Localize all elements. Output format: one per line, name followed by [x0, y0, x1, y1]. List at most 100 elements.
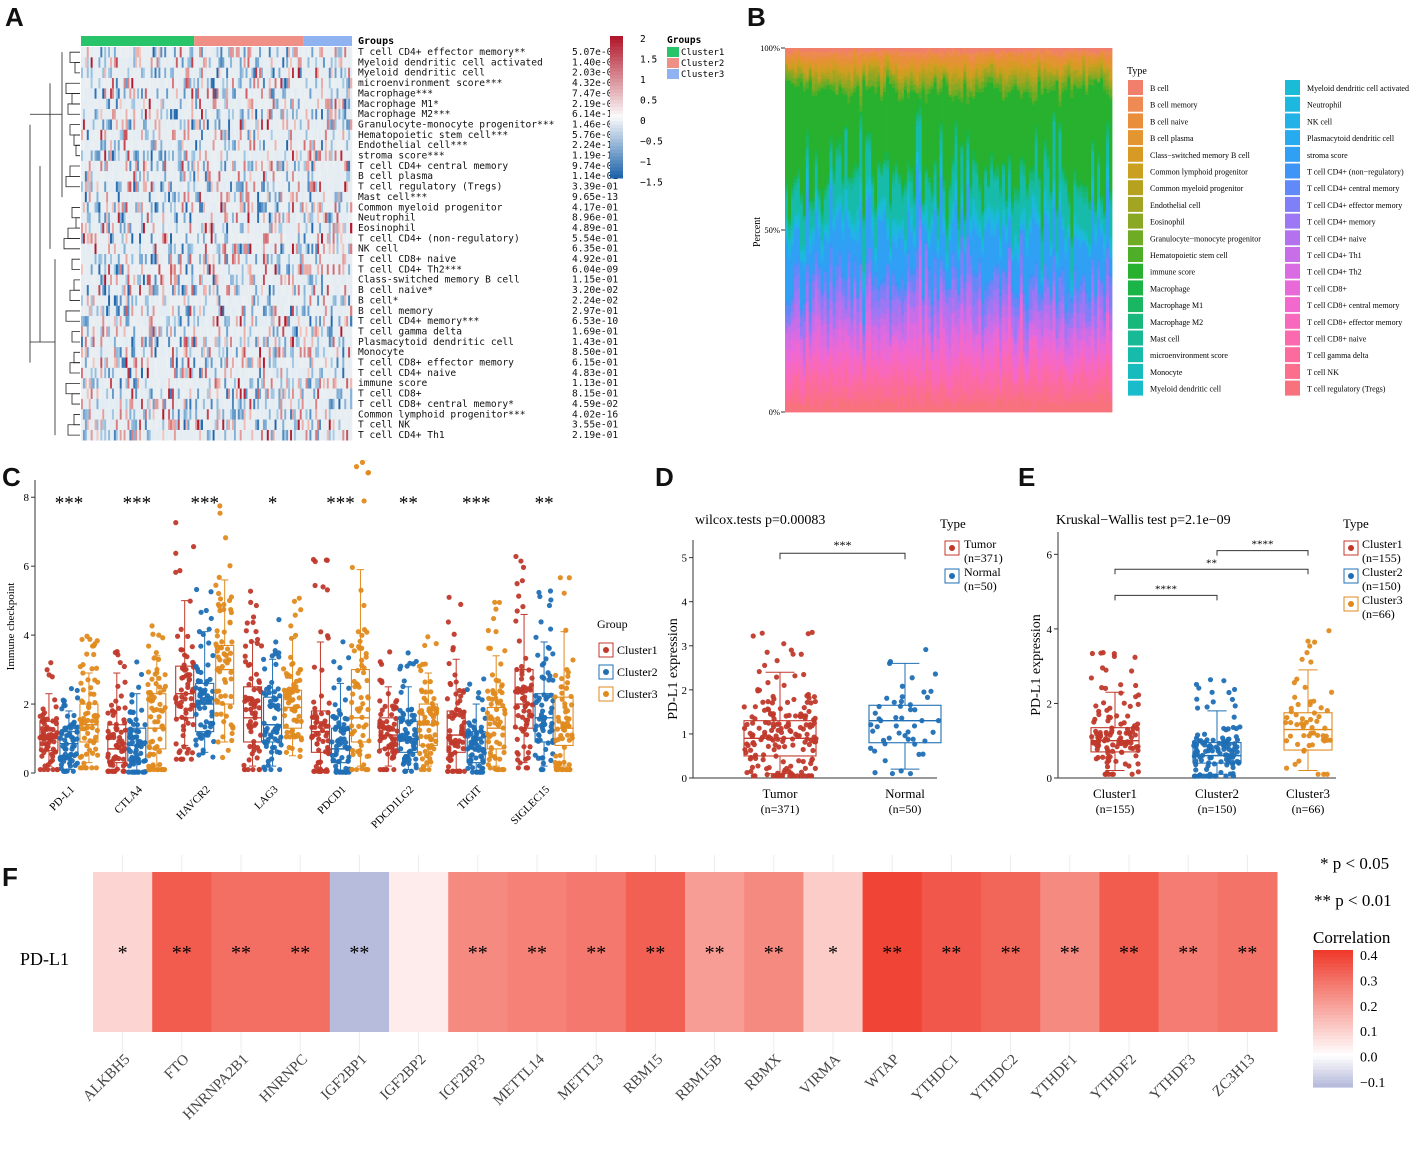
- heatmap-cell: [334, 305, 337, 317]
- heatmap-cell: [272, 316, 275, 327]
- heatmap-cell: [177, 47, 181, 58]
- heatmap-cell: [179, 316, 182, 327]
- heatmap-cell: [113, 367, 117, 379]
- heatmap-cell: [266, 254, 270, 265]
- heatmap-cell: [111, 109, 115, 120]
- heatmap-cell: [129, 98, 132, 110]
- heatmap-cell: [156, 212, 159, 224]
- heatmap-cell: [98, 409, 101, 420]
- heatmap-cell: [197, 150, 200, 162]
- heatmap-cell: [293, 98, 297, 110]
- heatmap-cell: [131, 274, 134, 286]
- heatmap-cell: [344, 47, 347, 58]
- heatmap-cell: [321, 171, 324, 182]
- heatmap-cell: [170, 305, 173, 317]
- heatmap-cell: [210, 295, 213, 306]
- heatmap-cell: [117, 316, 121, 327]
- heatmap-cell: [154, 47, 157, 58]
- heatmap-cell: [336, 378, 339, 389]
- heatmap-cell: [319, 336, 322, 348]
- heatmap-cell: [160, 67, 163, 79]
- heatmap-cell: [278, 202, 281, 213]
- heatmap-cell: [204, 171, 208, 182]
- heatmap-cell: [201, 367, 204, 379]
- heatmap-cell: [204, 47, 208, 58]
- heatmap-cell: [326, 254, 330, 265]
- heatmap-cell: [90, 67, 93, 79]
- heatmap-cell: [146, 398, 150, 410]
- heatmap-cell: [262, 285, 266, 296]
- heatmap-cell: [235, 295, 239, 306]
- heatmap-cell: [171, 191, 175, 203]
- heatmap-cell: [104, 78, 107, 89]
- heatmap-cell: [313, 150, 316, 162]
- heatmap-cell: [142, 129, 146, 141]
- heatmap-cell: [233, 243, 237, 255]
- heatmap-cell: [270, 357, 273, 369]
- heatmap-cell: [175, 109, 179, 120]
- heatmap-cell: [115, 409, 119, 420]
- heatmap-cell: [342, 222, 345, 234]
- heatmap-cell: [348, 160, 351, 172]
- heatmap-cell: [210, 129, 213, 141]
- heatmap-cell: [286, 109, 289, 120]
- heatmap-cell: [330, 367, 333, 379]
- heatmap-cell: [282, 222, 285, 234]
- heatmap-cell: [125, 285, 128, 296]
- heatmap-cell: [344, 388, 347, 400]
- heatmap-cell: [168, 285, 171, 296]
- heatmap-cell: [280, 398, 283, 410]
- heatmap-cell: [280, 98, 283, 110]
- heatmap-cell: [148, 109, 151, 120]
- heatmap-cell: [156, 254, 159, 265]
- heatmap-cell: [210, 336, 213, 348]
- heatmap-cell: [264, 264, 268, 275]
- heatmap-cell: [228, 191, 231, 203]
- heatmap-cell: [322, 47, 326, 58]
- heatmap-cell: [247, 171, 250, 182]
- heatmap-cell: [253, 78, 256, 89]
- heatmap-cell: [84, 316, 88, 327]
- heatmap-cell: [328, 222, 332, 234]
- heatmap-cell: [199, 254, 202, 265]
- heatmap-cell: [288, 398, 291, 410]
- heatmap-cell: [305, 150, 308, 162]
- heatmap-cell: [113, 316, 117, 327]
- heatmap-cell: [106, 285, 109, 296]
- heatmap-cell: [164, 191, 167, 203]
- heatmap-cell: [272, 98, 275, 110]
- heatmap-cell: [110, 336, 113, 348]
- heatmap-cell: [259, 160, 262, 172]
- heatmap-cell: [334, 47, 337, 58]
- heatmap-cell: [94, 160, 97, 172]
- heatmap-cell: [311, 119, 314, 130]
- heatmap-cell: [319, 243, 322, 255]
- heatmap-cell: [82, 67, 86, 79]
- heatmap-cell: [340, 233, 343, 244]
- heatmap-cell: [315, 47, 318, 58]
- heatmap-cell: [146, 295, 150, 306]
- heatmap-cell: [338, 88, 341, 99]
- heatmap-cell: [144, 357, 148, 369]
- heatmap-cell: [158, 378, 161, 389]
- heatmap-cell: [251, 98, 254, 110]
- heatmap-cell: [290, 212, 293, 224]
- heatmap-cell: [144, 347, 148, 358]
- panel-label-d: D: [655, 462, 674, 492]
- heatmap-cell: [150, 243, 153, 255]
- heatmap-cell: [338, 140, 341, 151]
- heatmap-cell: [100, 336, 103, 348]
- heatmap-cell: [266, 191, 270, 203]
- heatmap-cell: [251, 140, 254, 151]
- heatmap-cell: [303, 274, 306, 286]
- heatmap-cell: [129, 295, 132, 306]
- heatmap-cell: [313, 160, 316, 172]
- heatmap-cell: [175, 398, 179, 410]
- heatmap-cell: [321, 160, 324, 172]
- heatmap-cell: [284, 285, 287, 296]
- heatmap-cell: [261, 336, 264, 348]
- heatmap-cell: [160, 150, 163, 162]
- heatmap-cell: [230, 212, 233, 224]
- heatmap-cell: [88, 212, 91, 224]
- heatmap-cell: [266, 347, 270, 358]
